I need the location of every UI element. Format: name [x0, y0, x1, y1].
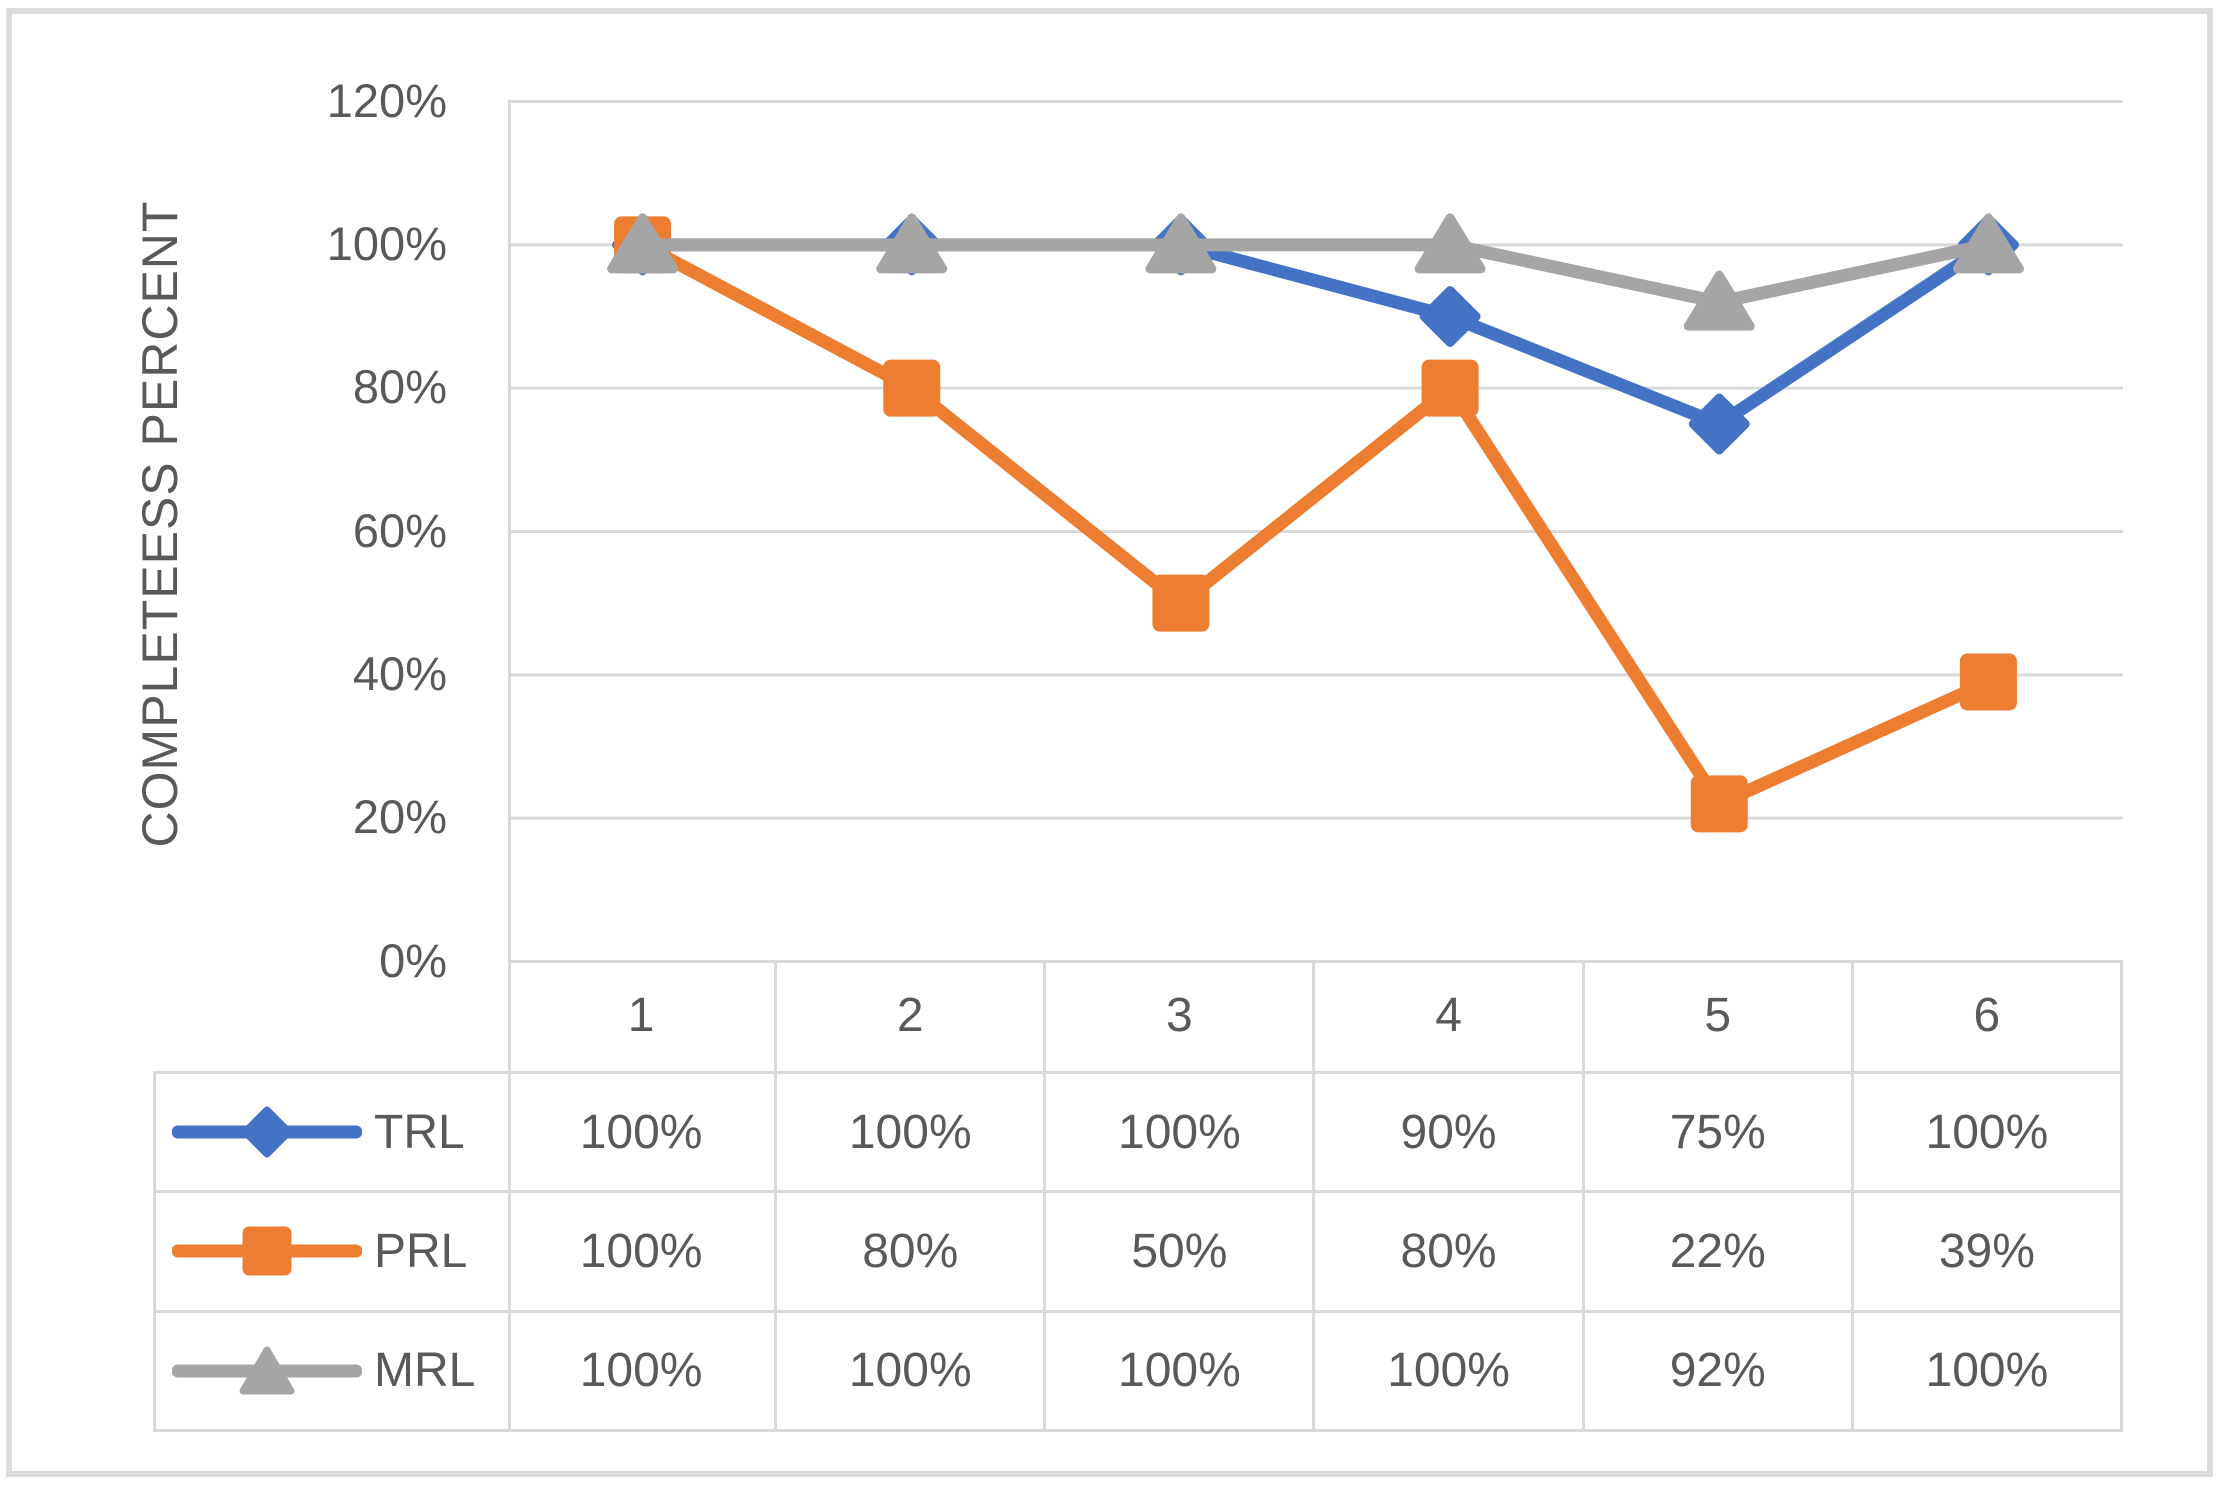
- table-value-cell: 100%: [1315, 1312, 1585, 1432]
- square-marker: [1421, 359, 1479, 417]
- x-category-label: 4: [1315, 960, 1585, 1074]
- table-value-cell: 75%: [1584, 1074, 1854, 1194]
- y-tick-label: 20%: [352, 790, 447, 844]
- table-value-cell: 100%: [1046, 1074, 1316, 1194]
- triangle-marker: [1414, 213, 1486, 274]
- legend-key-triangle-icon: [172, 1346, 362, 1395]
- table-value-cell: 100%: [1853, 1312, 2123, 1432]
- legend-label-MRL: MRL: [374, 1344, 476, 1398]
- series-line-MRL: [636, 238, 1995, 309]
- square-marker: [883, 359, 941, 417]
- triangle-marker: [607, 213, 679, 274]
- data-table: 1 2 3 4 5 6 TRL 100% 100% 100% 90% 75% 100% PRL 100% 80…: [153, 960, 2123, 1432]
- table-value-cell: 80%: [777, 1193, 1047, 1313]
- y-tick-label: 60%: [352, 503, 447, 557]
- legend-cell-TRL: TRL: [153, 1074, 508, 1194]
- legend-cell-PRL: PRL: [153, 1193, 508, 1313]
- legend-cell-MRL: MRL: [153, 1312, 508, 1432]
- diamond-marker: [1688, 393, 1750, 455]
- diamond-marker: [1419, 286, 1481, 347]
- triangle-marker: [1145, 213, 1217, 274]
- table-value-cell: 50%: [1046, 1193, 1316, 1313]
- y-axis-line: [508, 100, 511, 1432]
- y-tick-label: 40%: [352, 646, 447, 700]
- y-tick-label: 120%: [326, 73, 447, 127]
- x-category-label: 3: [1046, 960, 1316, 1074]
- legend-label-TRL: TRL: [374, 1105, 465, 1159]
- table-value-cell: 100%: [1046, 1312, 1316, 1432]
- triangle-marker: [1683, 270, 1755, 331]
- table-value-cell: 39%: [1853, 1193, 2123, 1313]
- series-line-TRL: [636, 238, 1995, 431]
- legend-label-PRL: PRL: [374, 1224, 468, 1278]
- table-value-cell: 100%: [777, 1074, 1047, 1194]
- plot-area: [508, 100, 2123, 963]
- y-tick-label: 80%: [352, 360, 447, 414]
- table-value-cell: 92%: [1584, 1312, 1854, 1432]
- y-tick-label: 100%: [326, 216, 447, 270]
- table-value-cell: 100%: [508, 1074, 778, 1194]
- table-value-cell: 100%: [508, 1312, 778, 1432]
- legend-key-square-icon: [172, 1226, 362, 1276]
- x-category-label: 1: [508, 960, 778, 1074]
- x-category-label: 2: [777, 960, 1047, 1074]
- square-marker: [1690, 775, 1748, 833]
- x-category-label: 5: [1584, 960, 1854, 1074]
- square-marker: [1152, 574, 1210, 632]
- table-corner-cell: [153, 960, 508, 1074]
- table-value-cell: 100%: [1853, 1074, 2123, 1194]
- square-marker: [1959, 653, 2017, 711]
- table-value-cell: 80%: [1315, 1193, 1585, 1313]
- table-value-cell: 100%: [777, 1312, 1047, 1432]
- x-category-label: 6: [1853, 960, 2123, 1074]
- table-value-cell: 22%: [1584, 1193, 1854, 1313]
- table-value-cell: 90%: [1315, 1074, 1585, 1194]
- table-value-cell: 100%: [508, 1193, 778, 1313]
- legend-key-diamond-icon: [172, 1106, 362, 1158]
- series-line-PRL: [636, 238, 1995, 811]
- triangle-marker: [1952, 213, 2024, 274]
- triangle-marker: [876, 213, 948, 274]
- y-tick-label: 0%: [379, 933, 447, 987]
